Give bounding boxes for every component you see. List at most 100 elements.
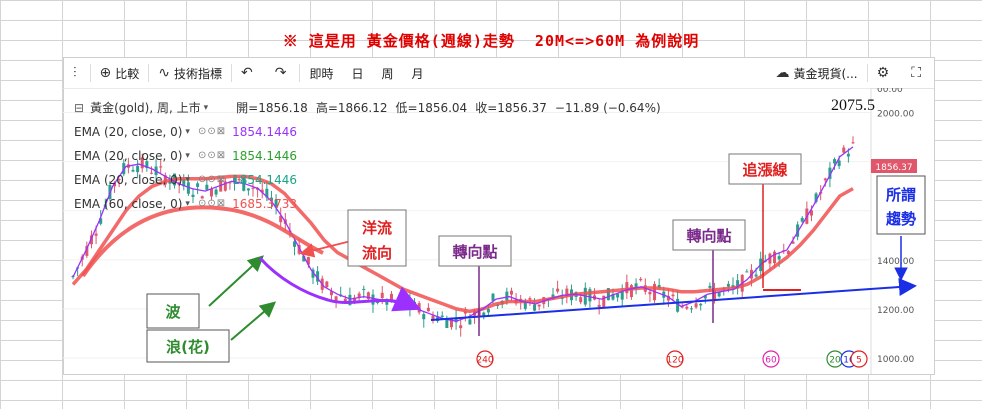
month-button[interactable]: 月 [411, 66, 424, 81]
fullscreen-button[interactable]: ⛶ [902, 58, 934, 88]
indicators-label: 技術指標 [173, 66, 222, 81]
candle-body [265, 188, 269, 198]
candle-body [366, 292, 370, 299]
cloud-icon: ☁ [775, 65, 790, 81]
candle-body [316, 271, 320, 282]
ema-options-icons[interactable]: ⊙⊙⊠ [197, 198, 227, 209]
ema-label[interactable]: EMA (60, close, 0) [74, 197, 183, 211]
toolbar-divider [148, 64, 150, 82]
candle-body [676, 298, 680, 312]
candle-body [814, 193, 818, 202]
candle-body [445, 319, 449, 328]
redo-button[interactable]: ↷ [266, 58, 300, 88]
ema-label[interactable]: EMA (20, close, 0) [74, 149, 183, 163]
candle-body [454, 318, 458, 323]
candle-body [196, 183, 200, 187]
candle-body [293, 241, 297, 247]
settings-button[interactable]: ⚙ [868, 58, 903, 88]
candle-body [449, 318, 453, 328]
candle-body [431, 315, 435, 321]
candle-body [629, 285, 633, 298]
candle-body [297, 244, 301, 254]
turning-point-1-box [438, 235, 512, 267]
ocean-current-box [347, 209, 407, 267]
chase-line-label: 追漲線 [742, 161, 787, 179]
candle-body [459, 325, 463, 329]
candle-body [773, 251, 777, 264]
collapse-icon[interactable]: ⊟ [74, 101, 85, 115]
toolbar-divider [299, 64, 301, 82]
candle-body [306, 256, 310, 265]
candle-body [726, 283, 730, 287]
trend-line1: 所謂 [886, 186, 916, 204]
candle-body [362, 288, 366, 291]
undo-button[interactable]: ↶ [232, 58, 266, 88]
candle-body [214, 189, 218, 195]
candle-body [657, 285, 661, 288]
candle-body [800, 217, 804, 222]
day-button[interactable]: 日 [351, 66, 364, 81]
wave-label: 波 [165, 303, 181, 321]
candle-body [833, 159, 837, 164]
wave-arrow [208, 255, 264, 307]
toolbar-divider [89, 64, 91, 82]
ema-value: 1854.1446 [232, 125, 297, 139]
ema-options-icons[interactable]: ⊙⊙⊠ [197, 174, 227, 185]
candle-body [145, 161, 149, 169]
candle-body [625, 282, 629, 294]
wave-box [146, 293, 200, 329]
candle-body [666, 295, 670, 301]
indicator-wave-icon: ∿ [158, 65, 170, 81]
marker-20-label: 20 [829, 356, 841, 366]
candle-body [791, 241, 795, 244]
turning-point-2-label: 轉向點 [686, 227, 731, 245]
candle-body [463, 311, 467, 314]
turning-point-1-label: 轉向點 [452, 243, 497, 261]
marker-60[interactable] [762, 350, 780, 368]
candle-body [269, 197, 273, 202]
price-tick-label: 1200.00 [877, 306, 914, 316]
candle-body [233, 177, 237, 183]
ema-label[interactable]: EMA (20, close, 0) [74, 125, 183, 139]
chart-style-button[interactable]: ⫶ [64, 58, 90, 88]
realtime-button[interactable]: 即時 [309, 66, 334, 81]
chase-line-box [728, 153, 802, 185]
ema60-line [71, 174, 854, 314]
ema-options-icons[interactable]: ⊙⊙⊠ [197, 126, 227, 137]
candle-body [468, 319, 472, 325]
ema-value: 1685.3733 [232, 197, 297, 211]
indicators-button[interactable]: ∿ 技術指標 [149, 58, 231, 88]
candle-body [486, 308, 490, 313]
candle-body [680, 306, 684, 308]
marker-120[interactable] [666, 350, 684, 368]
wave-flower-box [146, 329, 230, 363]
week-button[interactable]: 周 [381, 66, 394, 81]
candle-body [648, 291, 652, 295]
candle-body [533, 304, 537, 311]
peak-label: 2075.5 [831, 97, 875, 114]
candle-body [565, 288, 569, 297]
candle-body [140, 157, 144, 169]
ema-options-icons[interactable]: ⊙⊙⊠ [197, 150, 227, 161]
chevron-down-icon: ▾ [185, 175, 190, 185]
marker-240[interactable] [476, 350, 494, 368]
redo-icon: ↷ [274, 65, 287, 81]
candle-body [505, 291, 509, 301]
compare-button[interactable]: ⊕ 比較 [91, 58, 149, 88]
candle-body [597, 304, 601, 307]
marker-5[interactable] [850, 350, 868, 368]
candle-body [302, 255, 306, 262]
candle-body [736, 280, 740, 289]
legend-ema-row: EMA (60, close, 0) ▾ ⊙⊙⊠ 1685.3733 [74, 192, 661, 216]
ema-label[interactable]: EMA (20, close, 0) [74, 173, 183, 187]
legend-open: 開=1856.18 [236, 101, 308, 115]
candle-body [343, 298, 347, 302]
legend-high: 高=1866.12 [315, 101, 388, 115]
symbol-search[interactable]: ☁ 黃金現貨(... [766, 58, 866, 88]
candle-body [348, 294, 352, 306]
candle-body [713, 290, 717, 299]
legend-symbol[interactable]: 黃金(gold), 周, 上市 [90, 101, 201, 115]
marker-60-label: 60 [765, 356, 777, 366]
candle-body [717, 292, 721, 297]
candle-body [528, 298, 532, 300]
